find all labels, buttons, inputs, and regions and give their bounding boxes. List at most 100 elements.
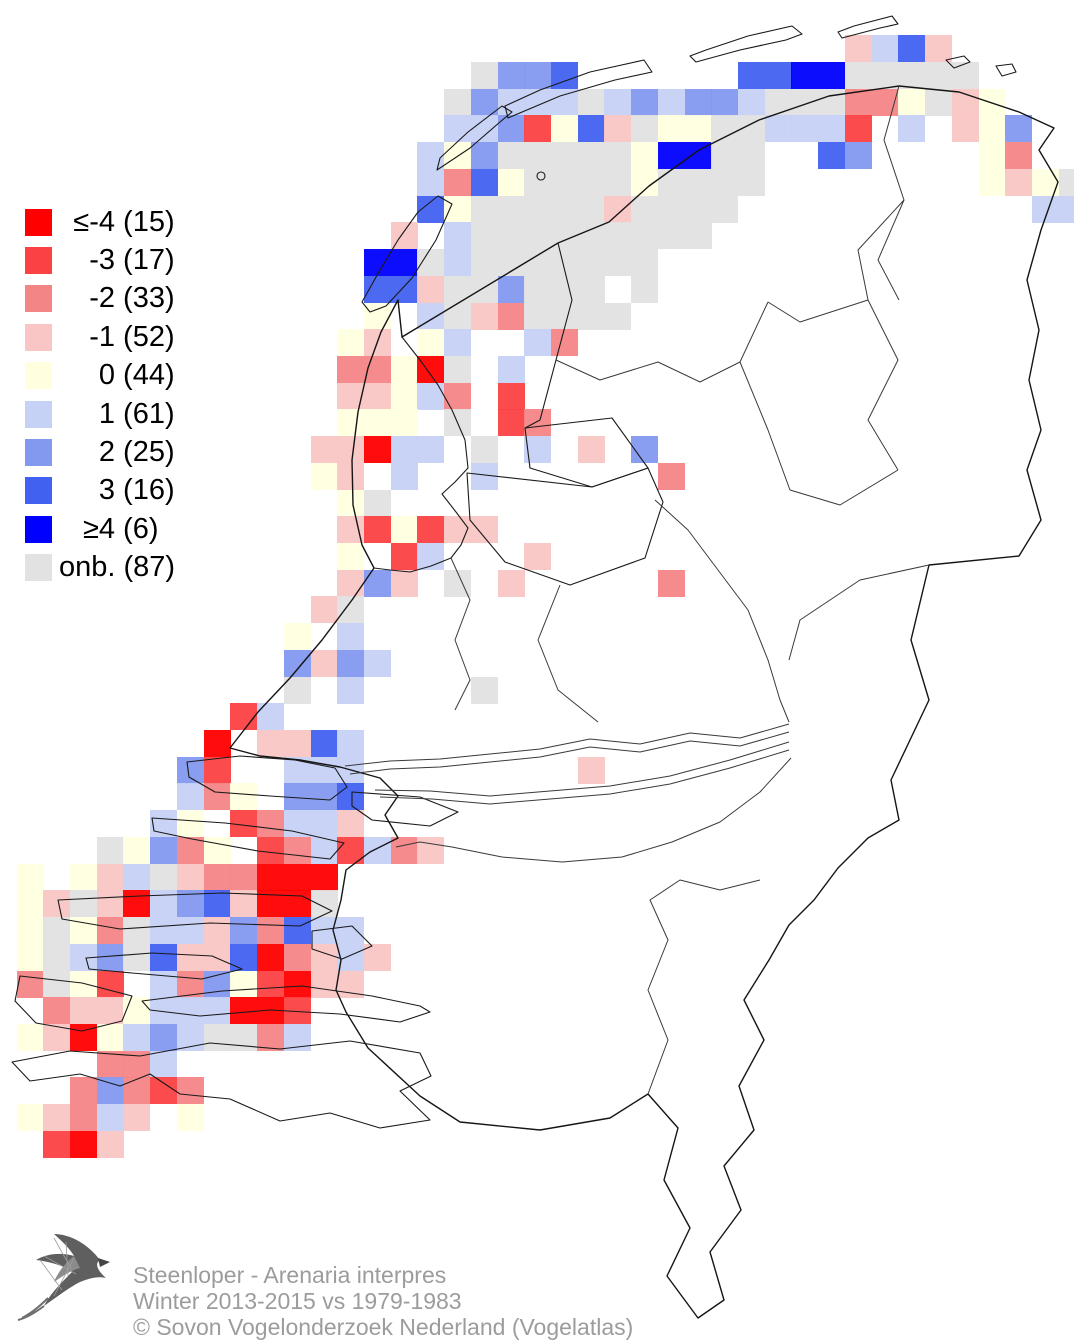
grid-cell [337,490,364,517]
grid-cell [738,62,765,89]
grid-cell [818,62,845,89]
grid-cell [364,516,391,543]
grid-cell [979,115,1006,142]
grid-cell [872,62,899,89]
grid-cell [337,650,364,677]
grid-cell [311,596,338,623]
grid-cell [177,944,204,971]
grid-cell [257,864,284,891]
grid-cell [524,543,551,570]
grid-cell [177,917,204,944]
grid-cell [471,677,498,704]
grid-cell [444,222,471,249]
grid-cell [524,196,551,223]
grid-cell [150,971,177,998]
grid-cell [524,142,551,169]
grid-cell [204,997,231,1024]
grid-cell [391,837,418,864]
legend-swatch [25,247,52,275]
grid-cell [284,623,311,650]
grid-cell [658,142,685,169]
legend-swatch [25,477,52,505]
grid-cell [177,971,204,998]
grid-cell [685,115,712,142]
grid-cell [711,142,738,169]
grid-cell [43,971,70,998]
grid-cell [444,570,471,597]
legend-item-z: 0 (44) [25,357,175,395]
grid-cell [979,89,1006,116]
grid-cell [551,89,578,116]
grid-cell [70,890,97,917]
grid-cell [524,62,551,89]
grid-cell [391,516,418,543]
grid-cell [471,249,498,276]
grid-cell [551,169,578,196]
grid-cell [604,249,631,276]
grid-cell [818,142,845,169]
grid-cell [578,757,605,784]
legend-swatch [25,323,52,351]
grid-cell [417,142,444,169]
grid-cell [658,222,685,249]
grid-cell [658,89,685,116]
grid-cell [337,623,364,650]
grid-cell [177,783,204,810]
grid-cell [631,249,658,276]
grid-cell [150,890,177,917]
legend-item-u: onb. (87) [25,549,175,587]
grid-cell [337,436,364,463]
grid-cell [97,864,124,891]
grid-cell [311,971,338,998]
grid-cell [337,730,364,757]
grid-cell [123,1077,150,1104]
grid-cell [230,917,257,944]
grid-cell [150,917,177,944]
grid-cell [471,89,498,116]
grid-cell [364,409,391,436]
grid-cell [524,329,551,356]
grid-cell [1059,169,1074,196]
grid-cell [551,303,578,330]
legend-value: 3 [98,474,115,507]
grid-cell [70,917,97,944]
grid-cell [337,917,364,944]
grid-cell [17,944,44,971]
grid-cell [685,196,712,223]
grid-cell [631,89,658,116]
grid-cell [578,436,605,463]
grid-cell [364,329,391,356]
grid-cell [204,944,231,971]
grid-cell [711,89,738,116]
grid-cell [284,837,311,864]
grid-cell [471,303,498,330]
grid-cell [364,570,391,597]
legend-value: 0 [98,359,115,392]
grid-cell [177,864,204,891]
grid-cell [337,463,364,490]
legend-swatch [25,439,52,467]
grid-cell [204,757,231,784]
grid-cell [845,142,872,169]
grid-cell [204,917,231,944]
grid-cell [631,276,658,303]
grid-cell [391,570,418,597]
grid-cell [658,115,685,142]
grid-cell [97,971,124,998]
grid-cell [391,543,418,570]
grid-cell [70,944,97,971]
grid-cell [444,409,471,436]
grid-cell [524,249,551,276]
attribution: Steenloper - Arenaria interpres Winter 2… [133,1262,633,1340]
grid-cell [872,89,899,116]
grid-cell [444,276,471,303]
legend-label: -2 (33) [59,282,174,315]
grid-cell [97,997,124,1024]
grid-cell [150,837,177,864]
grid-cell [738,169,765,196]
grid-cell [471,169,498,196]
grid-cell [177,1104,204,1131]
grid-cell [230,864,257,891]
legend-item-p4: ≥4 (6) [25,510,175,548]
grid-cell [1059,196,1074,223]
